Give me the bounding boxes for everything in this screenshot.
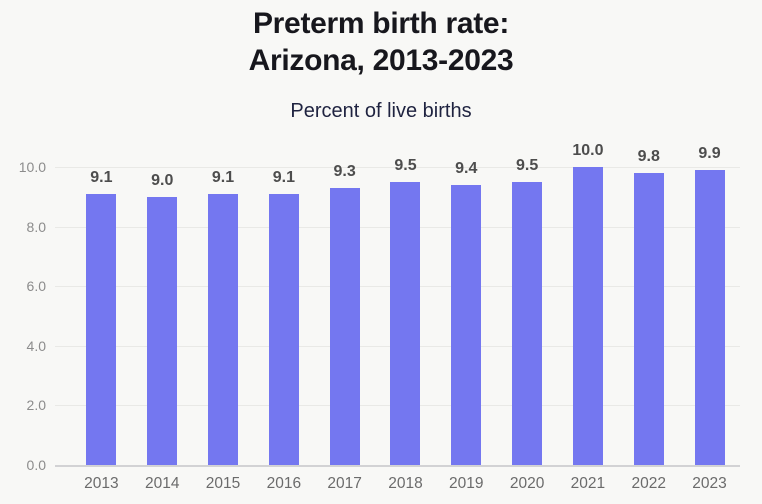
bar (633, 172, 664, 465)
y-axis-tick-label: 0.0 (26, 457, 46, 473)
x-axis-baseline (55, 465, 740, 467)
x-axis-tick-label: 2019 (449, 475, 484, 492)
bar (451, 184, 482, 465)
bar-value-label: 9.5 (394, 156, 417, 174)
bar-value-label: 10.0 (572, 142, 604, 159)
gridline (55, 167, 740, 168)
y-axis-tick-label: 4.0 (26, 337, 46, 354)
chart-header: Preterm birth rate: Arizona, 2013-2023 P… (0, 0, 762, 123)
bar-slot: 9.5 2018 (375, 157, 436, 492)
bar (86, 193, 117, 465)
bar-slot: 9.3 2017 (314, 163, 375, 492)
y-axis-tick-label: 8.0 (26, 218, 46, 235)
x-axis-tick-label: 2015 (205, 475, 241, 492)
bar-slot: 10.0 2021 (558, 142, 619, 492)
bar (390, 181, 421, 465)
x-axis-tick-label: 2020 (509, 475, 545, 492)
bar-slot: 9.5 2020 (497, 157, 558, 492)
x-axis-tick-label: 2021 (570, 475, 606, 492)
bar-value-label: 9.5 (515, 156, 539, 174)
bar-value-label: 9.3 (333, 162, 356, 180)
x-axis-tick-label: 2013 (84, 475, 119, 492)
chart-title-line1: Preterm birth rate: (252, 7, 510, 40)
x-axis-tick-label: 2023 (692, 475, 727, 492)
bar (268, 193, 299, 465)
x-axis-tick-label: 2017 (327, 475, 362, 492)
bar (512, 181, 543, 465)
x-axis-tick-label: 2022 (631, 475, 666, 492)
bar-slot: 9.0 2014 (132, 167, 193, 492)
bar-value-label: 9.1 (272, 168, 295, 186)
chart-subtitle: Percent of live births (290, 100, 472, 122)
bar-value-label: 9.4 (455, 159, 478, 177)
bar (147, 196, 178, 465)
y-axis-tick-label: 10.0 (18, 159, 46, 175)
bar-value-label: 9.8 (637, 147, 660, 165)
bars-layer: 9.1 2013 9.0 2014 9.1 2015 9.1 2016 9.3 2017 9.5 20… (71, 142, 740, 492)
bar-value-label: 9.0 (151, 171, 174, 189)
y-axis-tick-label: 2.0 (26, 397, 46, 414)
plot-area: 0.0 2.0 4.0 6.0 8.0 10.0 9.1 2013 9.0 2014 9.1 201… (19, 142, 740, 492)
bar-value-label: 9.1 (211, 168, 235, 186)
bar-value-label: 9.9 (698, 144, 721, 162)
y-axis-tick-label: 6.0 (26, 278, 46, 295)
bar (572, 167, 603, 465)
bar-slot: 9.1 2013 (71, 167, 132, 492)
bar-slot: 9.8 2022 (618, 148, 679, 492)
bar-slot: 9.4 2019 (436, 160, 497, 492)
bar (208, 193, 239, 465)
bar-slot: 9.1 2015 (193, 167, 254, 492)
bar-slot: 9.9 2023 (679, 145, 740, 492)
x-axis-tick-label: 2016 (266, 475, 302, 492)
chart-title-line2: Arizona, 2013-2023 (248, 44, 514, 77)
x-axis-tick-label: 2014 (144, 475, 180, 492)
x-axis-tick-label: 2018 (388, 475, 423, 492)
bar (694, 169, 725, 465)
bar (329, 187, 360, 465)
bar-slot: 9.1 2016 (253, 167, 314, 492)
bar-value-label: 9.1 (90, 168, 113, 186)
